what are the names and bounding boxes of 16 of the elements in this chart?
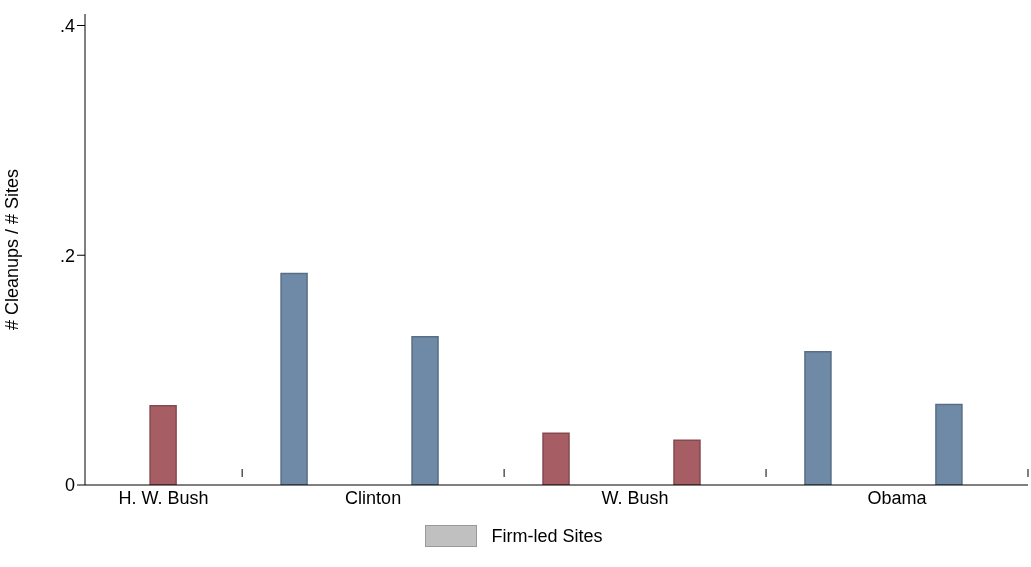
text: H. W. Bush <box>118 488 209 508</box>
y-tick-label: .4 <box>59 15 75 36</box>
text: Firm-led Sites <box>491 525 603 547</box>
y-tick-label: .2 <box>59 245 75 266</box>
y-axis-title: # Cleanups / # Sites <box>2 168 23 331</box>
text: Obama <box>867 488 928 508</box>
bar <box>149 404 177 485</box>
bar <box>804 350 832 485</box>
text: W. Bush <box>601 488 669 508</box>
bar <box>673 439 701 485</box>
y-tick-label: 0 <box>64 475 75 496</box>
bar <box>280 272 308 485</box>
bar <box>935 403 963 485</box>
text: Clinton <box>345 488 402 508</box>
bar <box>411 336 439 485</box>
bar <box>542 432 570 485</box>
